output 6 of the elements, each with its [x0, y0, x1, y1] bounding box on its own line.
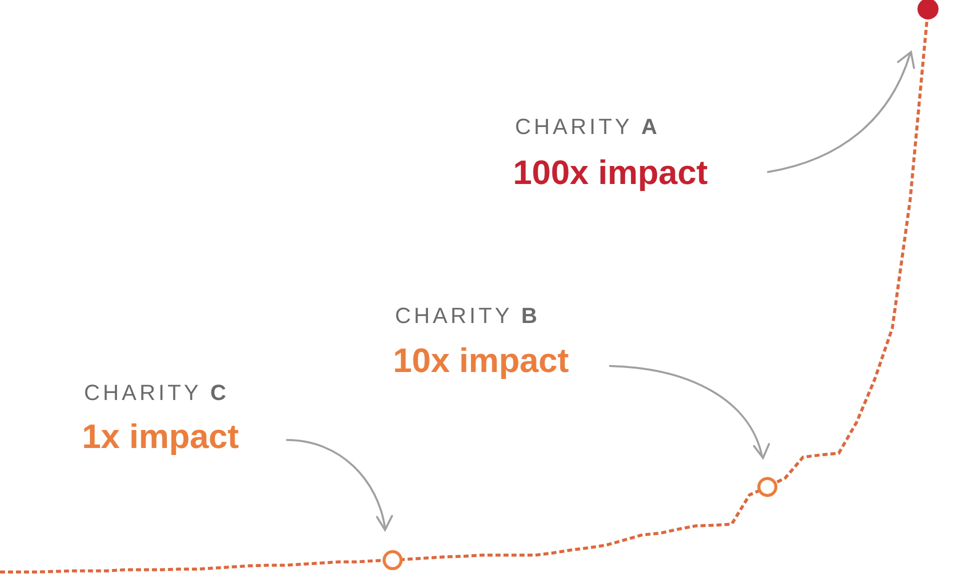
annotation: CHARITY B	[395, 303, 540, 329]
annotation: CHARITY C	[84, 380, 230, 406]
annotation: CHARITY A	[515, 114, 660, 140]
annotation: 1x impact	[82, 418, 239, 457]
annotation: 100x impact	[513, 154, 708, 193]
annotation: 10x impact	[393, 342, 569, 381]
